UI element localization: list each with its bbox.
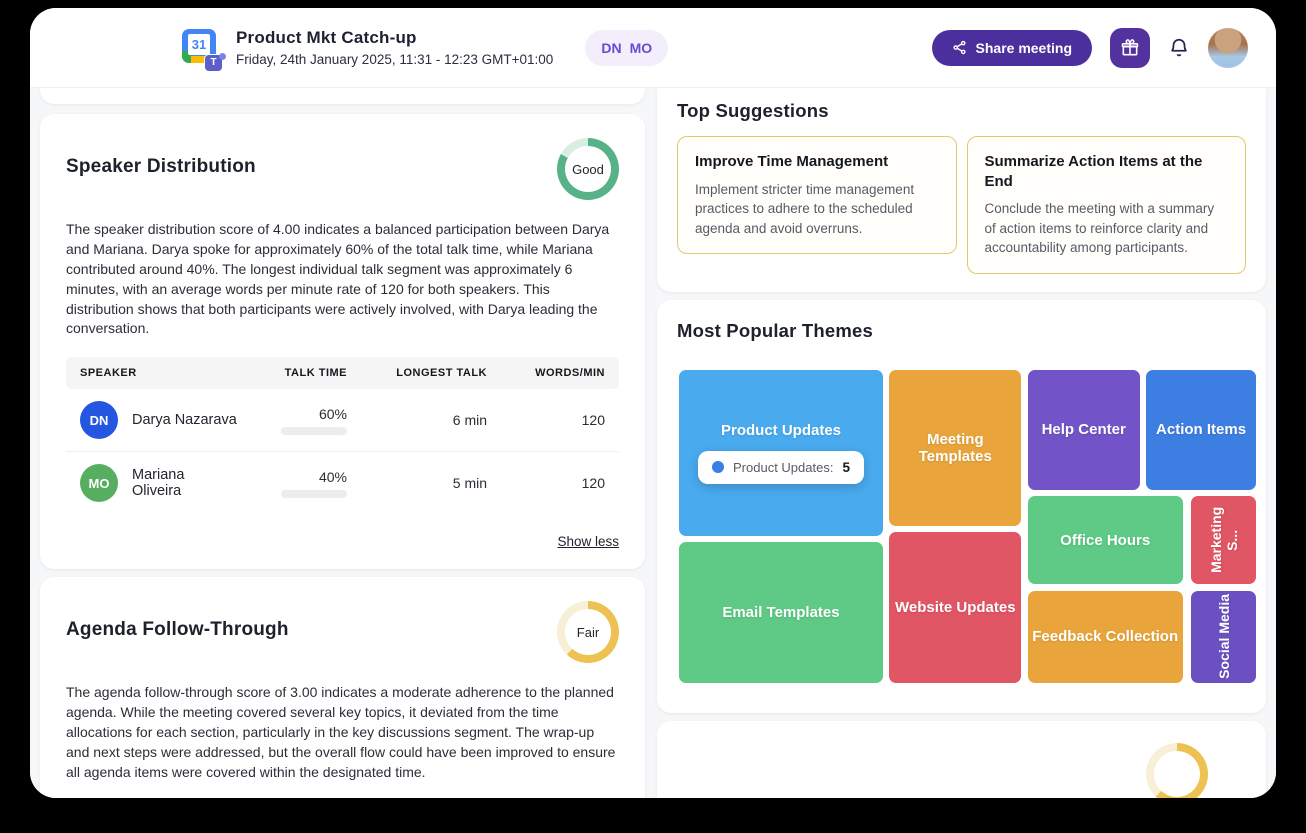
talk-time-value: 40%: [318, 468, 347, 485]
profile-avatar[interactable]: [1208, 27, 1248, 68]
table-header: SPEAKER TALK TIME LONGEST TALK WORDS/MIN: [66, 357, 619, 390]
top-header: 31 T Product Mkt Catch-up Friday, 24th J…: [30, 8, 1276, 88]
speaker-distribution-card: Speaker Distribution Good The speaker di…: [40, 114, 645, 570]
treemap-tile-meeting-templates[interactable]: Meeting Templates: [887, 367, 1024, 529]
tile-label: Email Templates: [722, 603, 840, 621]
longest-talk-value: 6 min: [452, 412, 487, 429]
longest-talk-value: 5 min: [452, 475, 487, 492]
calendar-teams-icon: 31 T: [180, 28, 226, 71]
tile-label: Marketing S...: [1207, 507, 1240, 574]
treemap-tile-social-media[interactable]: Social Media: [1189, 588, 1258, 685]
show-less-link[interactable]: Show less: [557, 534, 619, 550]
avatar: DN: [80, 401, 118, 440]
google-calendar-icon: 31: [182, 28, 216, 63]
tile-label: Office Hours: [1060, 531, 1151, 549]
treemap-tile-marketing[interactable]: Marketing S...: [1189, 494, 1258, 587]
talk-time-bar: [281, 426, 347, 435]
meeting-info: 31 T Product Mkt Catch-up Friday, 24th J…: [180, 28, 554, 71]
share-meeting-button[interactable]: Share meeting: [931, 29, 1092, 66]
section-title: Top Suggestions: [677, 100, 829, 121]
speaker-name: Mariana Oliveira: [132, 467, 185, 500]
app-window: 31 T Product Mkt Catch-up Friday, 24th J…: [30, 8, 1276, 798]
participant-initials: DN: [601, 39, 622, 56]
score-label: [1154, 750, 1200, 797]
participant-initials: MO: [629, 39, 653, 56]
tile-label: Help Center: [1041, 421, 1126, 439]
suggestion-title: Summarize Action Items at the End: [984, 153, 1203, 190]
most-popular-themes-card: Most Popular Themes Product Updates Prod…: [657, 299, 1266, 713]
words-per-min-value: 120: [581, 475, 605, 492]
tile-label: Meeting Templates: [918, 430, 992, 465]
treemap-tile-help-center[interactable]: Help Center: [1025, 367, 1142, 492]
suggestion-card: Improve Time Management Implement strict…: [677, 136, 957, 255]
avatar: MO: [80, 464, 118, 503]
suggestion-card: Summarize Action Items at the End Conclu…: [966, 136, 1246, 274]
table-row: MO Mariana Oliveira 40% 5 min: [66, 451, 619, 514]
treemap-tile-feedback-collection[interactable]: Feedback Collection: [1025, 588, 1185, 685]
agenda-follow-through-description: The agenda follow-through score of 3.00 …: [66, 684, 616, 780]
notifications-button[interactable]: [1168, 37, 1190, 59]
score-ring-good: Good: [557, 138, 619, 200]
suggestion-body: Implement stricter time management pract…: [695, 181, 915, 236]
tile-label: Social Media: [1215, 594, 1232, 680]
treemap-tile-action-items[interactable]: Action Items: [1144, 367, 1258, 492]
series-dot-icon: [712, 461, 724, 474]
teams-icon: T: [205, 52, 226, 71]
speaker-table: SPEAKER TALK TIME LONGEST TALK WORDS/MIN…: [66, 357, 619, 514]
top-suggestions-card: Top Suggestions Improve Time Management …: [657, 88, 1266, 292]
card-title: Agenda Follow-Through: [66, 619, 289, 641]
scrolled-card-edge: [40, 88, 645, 104]
treemap-tooltip: Product Updates: 5: [698, 450, 864, 484]
table-row: DN Darya Nazarava 60% 6 min: [66, 389, 619, 451]
score-ring-partial: [1146, 742, 1208, 798]
dashboard-content: Speaker Distribution Good The speaker di…: [30, 88, 1276, 798]
meeting-datetime: Friday, 24th January 2025, 11:31 - 12:23…: [236, 52, 554, 67]
suggestion-body: Conclude the meeting with a summary of a…: [984, 201, 1215, 256]
treemap-tile-office-hours[interactable]: Office Hours: [1025, 494, 1185, 587]
gift-icon: [1121, 38, 1139, 55]
treemap-tile-email-templates[interactable]: Email Templates: [677, 540, 885, 685]
score-ring-fair: Fair: [557, 601, 619, 664]
speaker-name: Darya Nazarava: [132, 412, 237, 429]
talk-time-value: 60%: [318, 405, 347, 422]
meeting-title: Product Mkt Catch-up: [236, 28, 417, 47]
right-column: Top Suggestions Improve Time Management …: [657, 88, 1266, 798]
tile-label: Product Updates: [720, 421, 841, 439]
treemap-tile-website-updates[interactable]: Website Updates: [887, 530, 1024, 685]
next-card-partial: [657, 720, 1266, 798]
words-per-min-value: 120: [581, 412, 605, 429]
themes-treemap: Product Updates Product Updates: 5 Email…: [677, 367, 1258, 685]
speaker-distribution-description: The speaker distribution score of 4.00 i…: [66, 221, 610, 337]
left-column: Speaker Distribution Good The speaker di…: [40, 88, 645, 798]
talk-time-bar: [281, 489, 347, 498]
suggestion-title: Improve Time Management: [695, 153, 889, 170]
score-label: Fair: [565, 609, 611, 656]
share-icon: [952, 40, 966, 55]
gift-button[interactable]: [1110, 27, 1150, 68]
section-title: Most Popular Themes: [677, 319, 874, 341]
bell-icon: [1171, 38, 1187, 56]
tile-label: Action Items: [1156, 421, 1247, 439]
agenda-follow-through-card: Agenda Follow-Through Fair The agenda fo…: [40, 577, 645, 798]
participants-pill: DN MO: [585, 29, 669, 66]
tile-label: Feedback Collection: [1032, 628, 1179, 646]
treemap-tile-product-updates[interactable]: Product Updates Product Updates: 5: [677, 367, 885, 538]
tile-label: Website Updates: [894, 598, 1016, 616]
score-label: Good: [565, 146, 611, 192]
card-title: Speaker Distribution: [66, 156, 256, 177]
